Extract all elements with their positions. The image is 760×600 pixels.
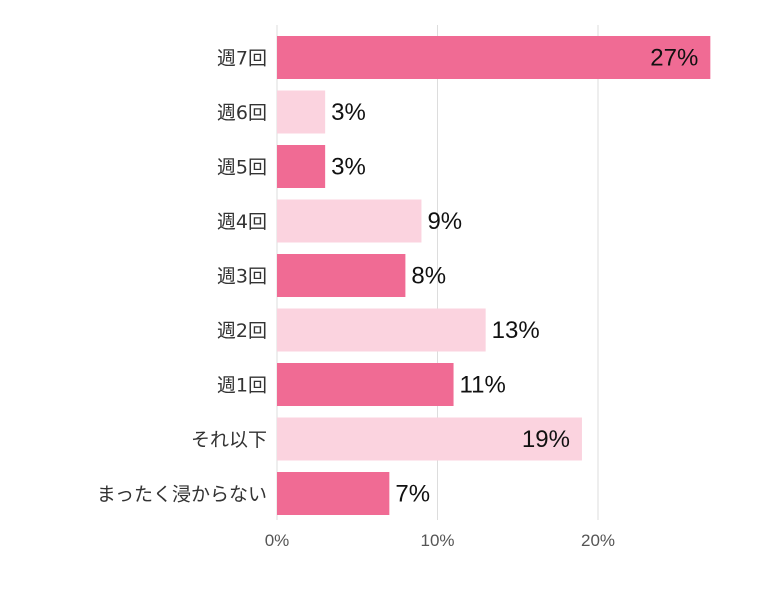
value-label: 9%: [427, 208, 462, 235]
bar: [277, 472, 390, 515]
bar: [277, 254, 406, 297]
category-label: まったく浸からない: [97, 484, 267, 506]
bar: [277, 199, 422, 243]
value-label: 8%: [411, 263, 446, 290]
value-label: 7%: [395, 481, 430, 508]
category-label: 週7回: [217, 48, 267, 70]
bar: [277, 363, 454, 406]
category-label: 週3回: [217, 266, 267, 288]
value-label: 19%: [522, 426, 570, 453]
bar: [277, 90, 326, 134]
bar: [277, 308, 486, 352]
x-tick-label: 20%: [581, 531, 615, 550]
category-label: 週5回: [217, 157, 267, 179]
bar: [277, 417, 582, 461]
category-label: それ以下: [191, 429, 267, 451]
value-label: 3%: [331, 99, 366, 126]
x-tick-label: 0%: [265, 531, 290, 550]
bars: [277, 36, 711, 515]
value-label: 13%: [492, 317, 540, 344]
bar: [277, 36, 711, 79]
category-label: 週2回: [217, 320, 267, 342]
x-axis-tick-labels: 0% 10% 20%: [265, 531, 615, 550]
x-tick-label: 10%: [420, 531, 454, 550]
category-label: 週1回: [217, 375, 267, 397]
bar: [277, 145, 326, 188]
value-label: 11%: [460, 372, 506, 399]
category-label: 週4回: [217, 211, 267, 233]
value-labels: 27% 3% 3% 9% 8% 13% 11% 19% 7%: [331, 45, 698, 508]
value-label: 3%: [331, 154, 366, 181]
value-label: 27%: [650, 45, 698, 72]
category-label: 週6回: [217, 102, 267, 124]
